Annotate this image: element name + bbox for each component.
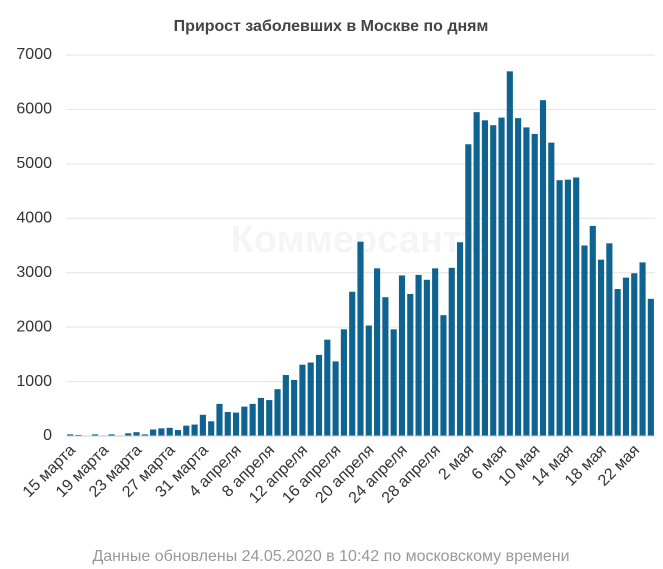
bar [183, 425, 190, 436]
bar [606, 243, 613, 436]
bar [108, 434, 115, 436]
bar [299, 364, 306, 436]
bar [141, 434, 148, 436]
bar [365, 325, 372, 436]
bar [506, 71, 513, 436]
bar [432, 268, 439, 436]
bar [349, 291, 356, 436]
bar [407, 293, 414, 436]
bar [158, 428, 165, 436]
y-tick-label: 4000 [16, 210, 52, 227]
bar [266, 400, 273, 436]
bar [291, 379, 298, 436]
y-tick-label: 7000 [16, 46, 52, 63]
bar [573, 177, 580, 436]
bar [216, 403, 223, 436]
y-tick-label: 5000 [16, 155, 52, 172]
bar [75, 434, 82, 436]
bar [523, 127, 530, 436]
bar [232, 412, 240, 436]
bar [174, 430, 182, 436]
bar [531, 133, 538, 436]
bar [564, 179, 571, 437]
bar [332, 361, 339, 436]
bar [622, 277, 630, 436]
bar [340, 329, 347, 436]
bar [515, 118, 522, 436]
bar [91, 434, 99, 436]
bar [398, 275, 406, 436]
bar [556, 180, 563, 436]
bar [490, 125, 497, 436]
bar [589, 225, 596, 436]
bar [324, 339, 331, 436]
y-tick-label: 1000 [16, 373, 52, 390]
bar [382, 297, 389, 436]
footnote: Данные обновлены 24.05.2020 в 10:42 по м… [92, 548, 569, 565]
bar [249, 403, 256, 436]
bar [465, 144, 472, 436]
bar [282, 375, 289, 436]
bar [67, 434, 74, 436]
bar [440, 315, 447, 436]
y-tick-label: 3000 [16, 264, 52, 281]
bar [456, 242, 464, 436]
bar [581, 245, 588, 436]
bar [241, 406, 248, 436]
bar [133, 432, 140, 436]
y-tick-label: 6000 [16, 101, 52, 118]
bar [274, 389, 281, 436]
bar [315, 354, 323, 436]
bar [539, 100, 547, 436]
bar [647, 298, 654, 436]
y-tick-label: 2000 [16, 318, 52, 335]
bar [614, 289, 621, 436]
bar [357, 241, 364, 436]
x-tick-label: 2 мая [436, 442, 478, 484]
bar [548, 142, 555, 436]
bar [390, 329, 397, 436]
bar [125, 433, 132, 436]
bar [639, 262, 646, 436]
bar [199, 414, 206, 436]
bar [224, 412, 231, 436]
bar [374, 268, 381, 436]
bar [307, 362, 314, 436]
bar [598, 259, 605, 436]
bar [498, 117, 505, 436]
bar [191, 424, 198, 436]
chart-title: Прирост заболевших в Москве по дням [174, 18, 489, 35]
bar [166, 427, 173, 436]
bar [257, 397, 265, 436]
bar [481, 120, 489, 437]
y-tick-label: 0 [43, 427, 52, 444]
bar [415, 274, 422, 436]
bar [448, 267, 455, 436]
bar [208, 421, 215, 436]
bar [473, 112, 480, 437]
bar [631, 273, 638, 436]
bar [150, 429, 157, 436]
bar [423, 279, 430, 436]
